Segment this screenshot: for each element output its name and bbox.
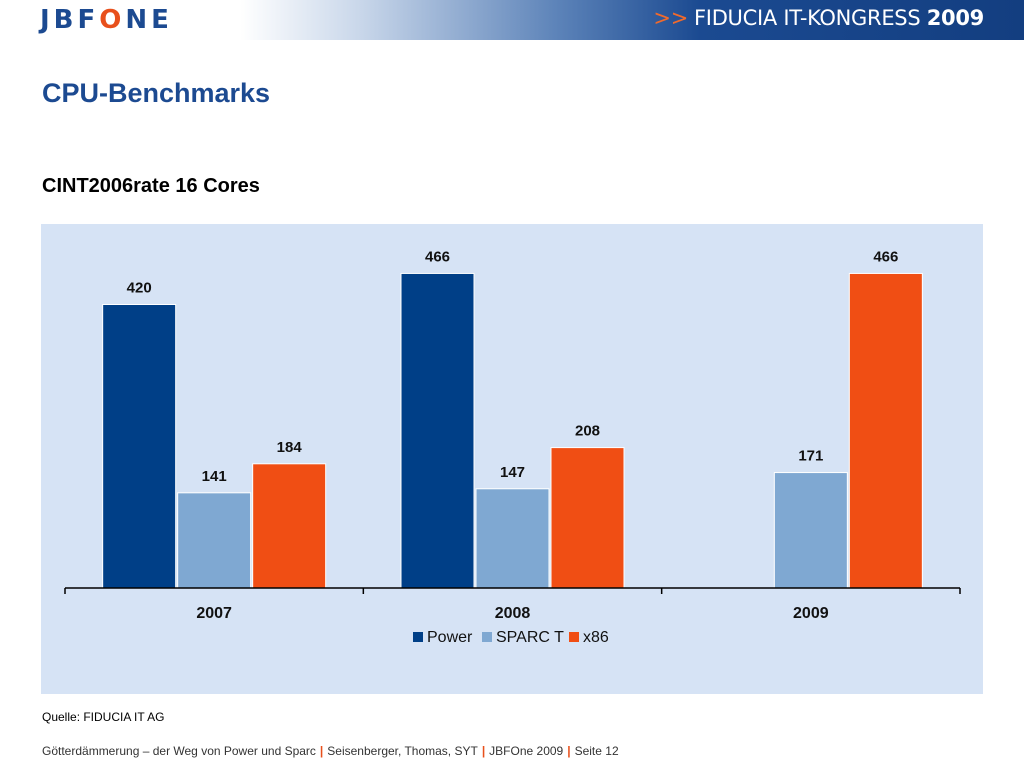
footer-author: Seisenberger, Thomas, SYT <box>327 744 478 758</box>
footer-separator: | <box>319 744 324 758</box>
event-title: >> FIDUCIA IT-KONGRESS 2009 <box>653 6 984 30</box>
data-label: 171 <box>798 448 823 465</box>
data-label: 420 <box>127 280 152 297</box>
x-tick-label: 2009 <box>793 605 829 622</box>
page-title: CPU-Benchmarks <box>42 78 271 108</box>
source-note: Quelle: FIDUCIA IT AG <box>42 710 165 724</box>
bar <box>550 447 625 589</box>
logo-o: O <box>99 5 126 35</box>
legend-swatch <box>569 632 579 642</box>
bar <box>773 472 848 589</box>
bar <box>400 272 475 589</box>
legend-swatch <box>482 632 492 642</box>
footer-event: JBFOne 2009 <box>489 744 564 758</box>
legend-label: SPARC T <box>496 629 564 646</box>
x-tick-label: 2007 <box>196 605 232 622</box>
header-bar: JBFONE >> FIDUCIA IT-KONGRESS 2009 <box>0 0 1024 40</box>
data-label: 141 <box>202 468 227 485</box>
data-label: 466 <box>873 248 898 265</box>
bar <box>102 304 177 589</box>
bar <box>252 463 327 589</box>
legend-label: x86 <box>583 629 609 646</box>
bar <box>475 488 550 589</box>
footer-separator: | <box>481 744 486 758</box>
bar <box>177 492 252 589</box>
footer: Götterdämmerung – der Weg von Power und … <box>42 744 619 758</box>
footer-page-number: Seite 12 <box>574 744 619 758</box>
jbfone-logo: JBFONE <box>40 5 173 35</box>
chart-background <box>41 224 983 694</box>
logo-suffix: NE <box>125 5 173 35</box>
logo-prefix: JBF <box>40 5 100 35</box>
legend-label: Power <box>427 629 473 646</box>
x-tick-label: 2008 <box>495 605 531 622</box>
data-label: 184 <box>277 439 303 456</box>
legend-swatch <box>413 632 423 642</box>
event-name: FIDUCIA IT-KONGRESS <box>694 6 921 30</box>
footer-separator: | <box>567 744 571 758</box>
bar-chart: 420 141 184 2007 466 147 208 2008 171 466 2009 Powe… <box>64 248 961 646</box>
bar <box>848 272 923 589</box>
data-label: 466 <box>425 248 450 265</box>
data-label: 208 <box>575 423 600 440</box>
event-arrows: >> <box>653 6 689 30</box>
event-year: 2009 <box>926 6 985 30</box>
chart-title: CINT2006rate 16 Cores <box>42 175 260 197</box>
footer-presentation-title: Götterdämmerung – der Weg von Power und … <box>42 744 316 758</box>
data-label: 147 <box>500 464 525 481</box>
